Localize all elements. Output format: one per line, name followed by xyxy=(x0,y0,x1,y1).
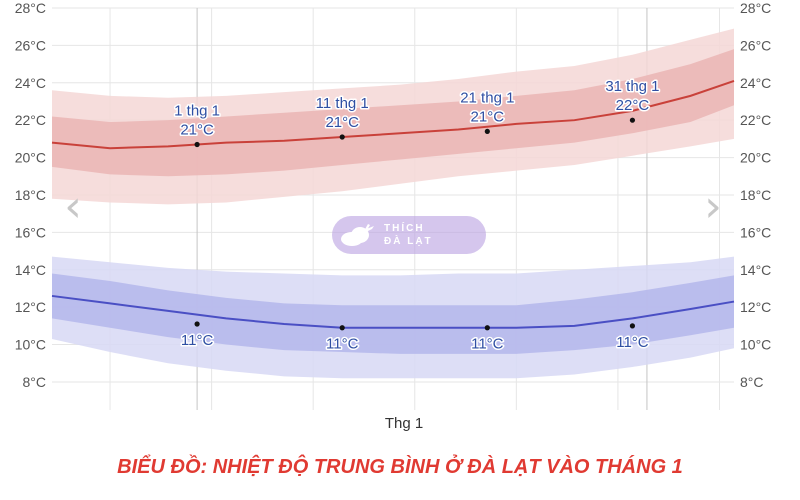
next-arrow-icon[interactable]: › xyxy=(704,181,722,232)
marker-high-label: 21°C xyxy=(325,114,359,131)
y-tick-label-left: 26°C xyxy=(15,37,46,53)
watermark-line1: THÍCH xyxy=(384,223,425,234)
x-axis-label: Thg 1 xyxy=(385,415,423,432)
marker-low-label: 11°C xyxy=(181,332,214,349)
plane-cloud-icon xyxy=(332,216,384,254)
chart-caption: BIỂU ĐỒ: NHIỆT ĐỘ TRUNG BÌNH Ở ĐÀ LẠT VÀ… xyxy=(117,456,683,478)
y-tick-label-right: 18°C xyxy=(740,187,771,203)
y-tick-label-right: 24°C xyxy=(740,75,771,91)
high-marker-point xyxy=(629,117,636,123)
y-tick-label-left: 20°C xyxy=(15,150,46,166)
marker-high-label: 21°C xyxy=(471,108,505,125)
marker-date-label: 31 thg 1 xyxy=(605,78,659,95)
prev-arrow-icon[interactable]: ‹ xyxy=(64,181,82,232)
watermark-logo: THÍCH ĐÀ LẠT xyxy=(332,216,486,254)
low-marker-point xyxy=(339,325,345,331)
y-tick-label-left: 14°C xyxy=(15,262,46,278)
low-marker-point xyxy=(629,323,636,329)
y-tick-label-left: 22°C xyxy=(15,112,46,128)
y-tick-label-left: 12°C xyxy=(15,299,46,315)
y-tick-label-left: 8°C xyxy=(23,374,47,390)
watermark-line2: ĐÀ LẠT xyxy=(384,236,433,247)
low-mean-line xyxy=(51,294,735,329)
high-marker-point xyxy=(339,134,345,140)
low-marker-point xyxy=(484,325,490,331)
y-tick-label-left: 16°C xyxy=(15,224,46,240)
temperature-chart: 1 thg 1 21°C 11°C 11 thg 1 21°C 11°C 21 thg 1 2… xyxy=(15,0,772,432)
y-tick-label-right: 26°C xyxy=(740,37,771,53)
high-mean-line xyxy=(51,79,735,150)
y-tick-label-left: 10°C xyxy=(15,337,46,353)
y-tick-label-right: 10°C xyxy=(740,337,771,353)
marker-date-label: 11 thg 1 xyxy=(316,95,369,112)
marker-date-label: 1 thg 1 xyxy=(174,102,220,119)
low-inner-band xyxy=(52,273,734,354)
marker-date-label: 21 thg 1 xyxy=(460,89,514,106)
y-tick-label-left: 18°C xyxy=(15,187,46,203)
marker-low-label: 11°C xyxy=(326,336,359,353)
y-tick-label-left: 24°C xyxy=(15,75,46,91)
low-marker-point xyxy=(194,321,200,327)
high-marker-point xyxy=(484,128,490,135)
y-tick-label-right: 20°C xyxy=(740,150,771,166)
high-marker-point xyxy=(194,141,200,148)
marker-high-label: 22°C xyxy=(616,97,650,114)
y-tick-label-right: 28°C xyxy=(740,0,771,16)
marker-low-label: 11°C xyxy=(471,336,504,353)
y-tick-label-right: 8°C xyxy=(740,374,764,390)
y-tick-label-left: 28°C xyxy=(15,0,46,16)
marker-low-label: 11°C xyxy=(616,334,649,351)
y-tick-label-right: 22°C xyxy=(740,112,771,128)
y-tick-label-right: 16°C xyxy=(740,224,771,240)
y-tick-label-right: 14°C xyxy=(740,262,771,278)
marker-high-label: 21°C xyxy=(180,121,214,138)
high-inner-band xyxy=(52,49,734,177)
y-tick-label-right: 12°C xyxy=(740,299,771,315)
